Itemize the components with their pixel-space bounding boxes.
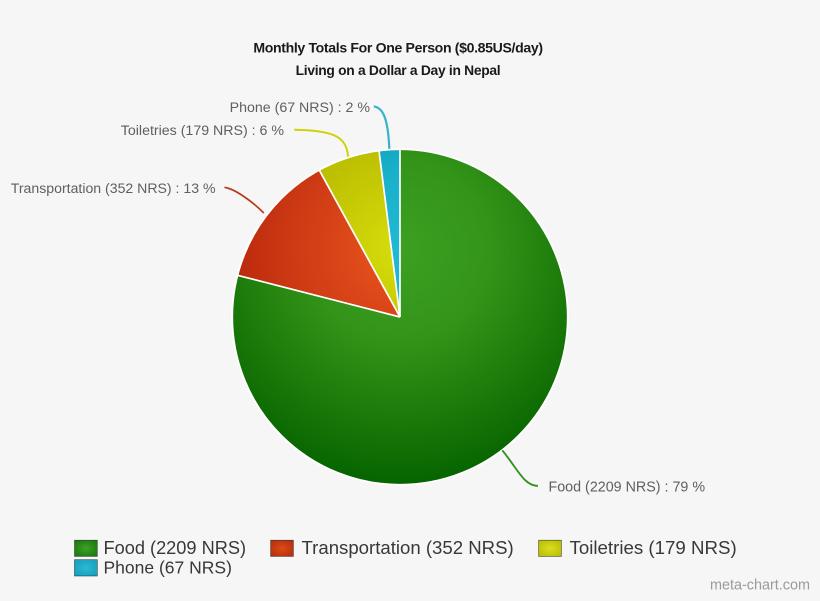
svg-text:Toiletries (179 NRS): Toiletries (179 NRS) <box>570 537 737 558</box>
svg-text:Living on a Dollar a Day in Ne: Living on a Dollar a Day in Nepal <box>296 62 501 78</box>
svg-text:Transportation (352 NRS): Transportation (352 NRS) <box>302 537 514 558</box>
svg-text:Transportation (352 NRS) : 13: Transportation (352 NRS) : 13 % <box>11 180 216 196</box>
svg-text:Food (2209 NRS) : 79 %: Food (2209 NRS) : 79 % <box>549 480 706 496</box>
svg-text:Toiletries (179 NRS) : 6 %: Toiletries (179 NRS) : 6 % <box>121 123 285 139</box>
svg-text:Phone (67 NRS) : 2 %: Phone (67 NRS) : 2 % <box>230 100 371 116</box>
svg-text:meta-chart.com: meta-chart.com <box>710 578 810 594</box>
svg-text:Food (2209 NRS): Food (2209 NRS) <box>104 538 247 558</box>
svg-text:Phone (67 NRS): Phone (67 NRS) <box>104 557 232 577</box>
svg-text:Monthly Totals For One Person: Monthly Totals For One Person ($0.85US/d… <box>253 40 542 56</box>
